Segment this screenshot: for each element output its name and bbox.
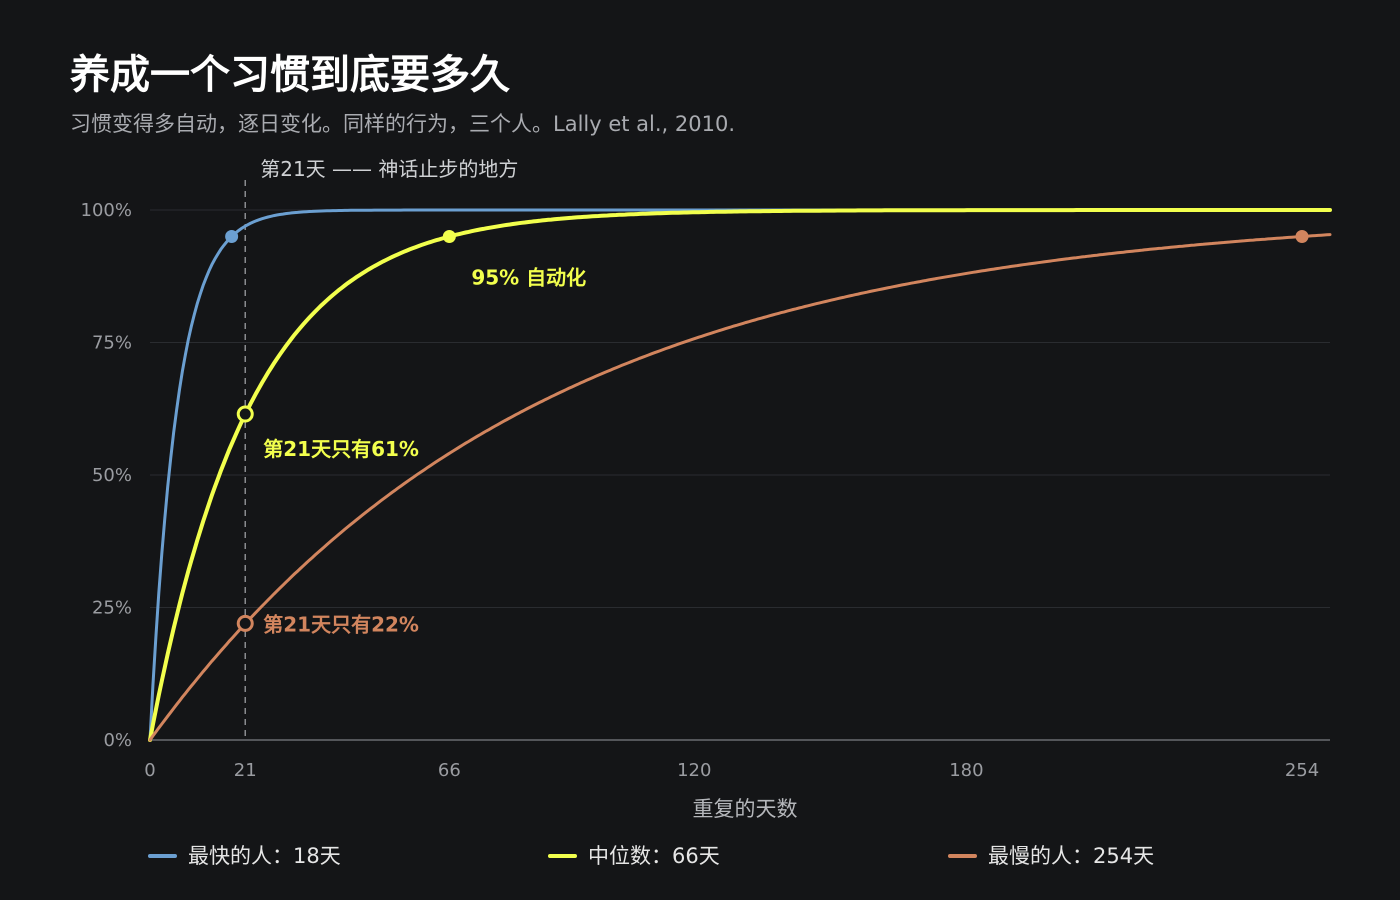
series-lines bbox=[148, 208, 1332, 742]
series-line-2 bbox=[148, 233, 1332, 742]
y-tick-label: 75% bbox=[92, 333, 132, 354]
gridlines bbox=[150, 209, 1330, 608]
x-tick-label: 66 bbox=[438, 760, 461, 781]
y-axis-ticks: 0% 25% 50% 75% 100% bbox=[81, 200, 132, 751]
y-tick-label: 0% bbox=[103, 730, 132, 751]
legend-item-0: 最快的人：18天 bbox=[148, 844, 341, 868]
x-tick-label: 120 bbox=[677, 760, 711, 781]
x-tick-label: 21 bbox=[234, 760, 257, 781]
marker-filled-4 bbox=[1295, 230, 1309, 243]
series-markers bbox=[225, 230, 1309, 632]
x-tick-label: 0 bbox=[144, 760, 155, 781]
marker-hollow-1 bbox=[236, 405, 254, 423]
annotation-label: 第21天只有61% bbox=[263, 437, 419, 461]
x-axis-ticks: 0 21 66 120 180 254 bbox=[144, 760, 1319, 781]
marker-hollow-3 bbox=[236, 614, 254, 632]
y-tick-label: 25% bbox=[92, 598, 132, 619]
chart-title: 养成一个习惯到底要多久 bbox=[70, 52, 510, 98]
legend-item-2: 最慢的人：254天 bbox=[948, 844, 1154, 868]
legend: 最快的人：18天 中位数：66天 最慢的人：254天 bbox=[148, 844, 1154, 868]
legend-label: 最快的人：18天 bbox=[188, 844, 341, 868]
chart-subtitle: 习惯变得多自动，逐日变化。同样的行为，三个人。Lally et al., 201… bbox=[70, 112, 735, 136]
legend-item-1: 中位数：66天 bbox=[548, 844, 720, 868]
legend-label: 中位数：66天 bbox=[588, 844, 720, 868]
marker-filled-0 bbox=[225, 230, 239, 243]
x-tick-label: 180 bbox=[949, 760, 983, 781]
y-tick-label: 100% bbox=[81, 200, 132, 221]
annotation-label: 第21天只有22% bbox=[263, 612, 419, 636]
x-tick-label: 254 bbox=[1285, 760, 1319, 781]
series-line-1 bbox=[148, 208, 1332, 742]
day21-reference-label: 第21天 —— 神话止步的地方 bbox=[260, 157, 518, 181]
annotation-label: 95% 自动化 bbox=[471, 266, 586, 290]
marker-filled-2 bbox=[442, 230, 456, 243]
legend-label: 最慢的人：254天 bbox=[988, 844, 1154, 868]
y-tick-label: 50% bbox=[92, 465, 132, 486]
x-axis-label: 重复的天数 bbox=[693, 797, 798, 821]
